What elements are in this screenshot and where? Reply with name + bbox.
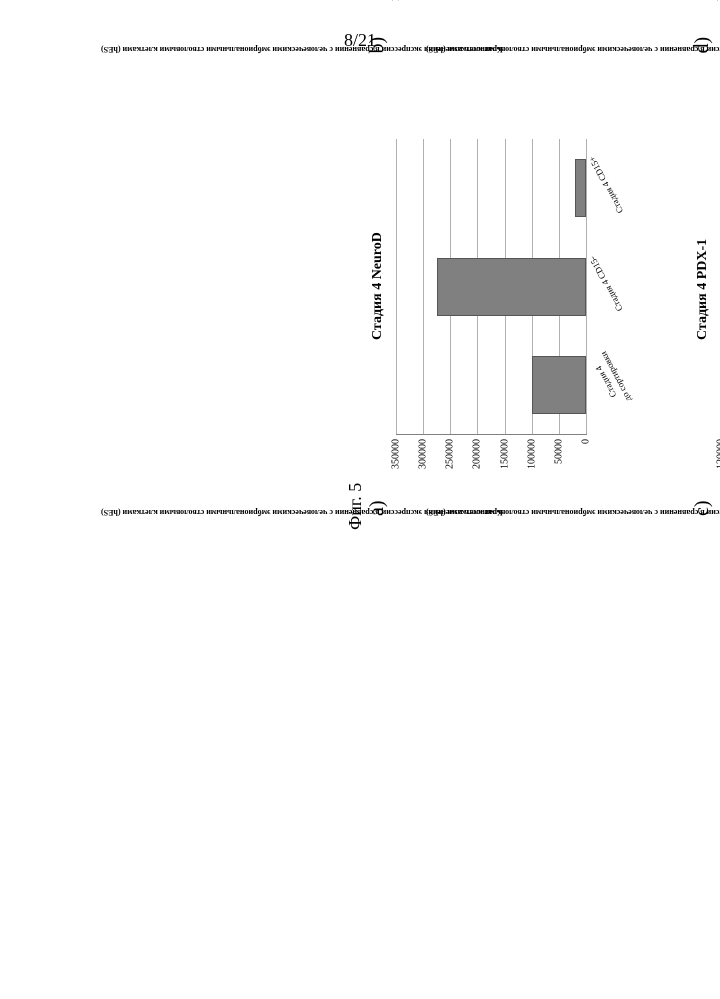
charts-grid: a) Стадия 4 NeuroD Кратность изменения э… <box>368 0 720 520</box>
tick-label: 0 <box>581 434 592 444</box>
tick-label: 100000 <box>526 434 537 469</box>
y-axis-label: Кратность изменения экспрессии в сравнен… <box>426 45 720 55</box>
tick-label: 10000 <box>391 0 402 2</box>
tick-label: 120000 <box>716 434 720 469</box>
tick-label: 300000 <box>418 434 429 469</box>
tick-label: 150000 <box>499 434 510 469</box>
bars-a <box>396 139 586 434</box>
bar <box>437 258 586 316</box>
tick-label: 200000 <box>472 434 483 469</box>
plot-area-a: 0500001000001500002000002500003000003500… <box>396 139 587 435</box>
tick-label: 350000 <box>391 434 402 469</box>
chart-panel-d: d) Стадия 4 NKX6.1 Кратность изменения э… <box>693 0 720 58</box>
chart-panel-a: a) Стадия 4 NeuroD Кратность изменения э… <box>368 120 658 520</box>
tick-label: 10000 <box>716 0 720 2</box>
chart-title: Стадия 4 NeuroD <box>370 232 386 340</box>
tick-label: 250000 <box>445 434 456 469</box>
y-axis-label: Кратность изменения экспрессии в сравнен… <box>426 507 720 517</box>
x-labels-a: Стадия 4 до сортировкиСтадия 4 CD15-Стад… <box>590 140 650 435</box>
figure-content: Фиг. 5 a) Стадия 4 NeuroD Кратность изме… <box>350 0 720 530</box>
chart-panel-c: c) Стадия 4 PDX-1 Кратность изменения эк… <box>693 120 720 520</box>
chart-title: Стадия 4 PDX-1 <box>695 239 711 340</box>
tick-label: 50000 <box>553 434 564 464</box>
